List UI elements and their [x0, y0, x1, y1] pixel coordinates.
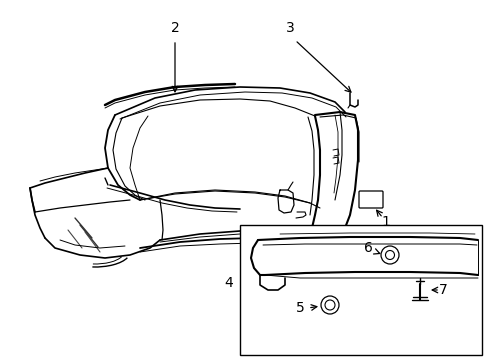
Circle shape	[325, 300, 334, 310]
Circle shape	[385, 251, 394, 260]
Bar	[240, 225, 481, 355]
Text: 6: 6	[363, 241, 372, 255]
Circle shape	[320, 296, 338, 314]
FancyBboxPatch shape	[358, 191, 382, 208]
Text: 2: 2	[170, 21, 179, 35]
Text: 7: 7	[438, 283, 447, 297]
Text: 4: 4	[224, 276, 233, 290]
Circle shape	[380, 246, 398, 264]
Text: 1: 1	[381, 215, 389, 229]
Text: 3: 3	[285, 21, 294, 35]
Text: 5: 5	[295, 301, 304, 315]
